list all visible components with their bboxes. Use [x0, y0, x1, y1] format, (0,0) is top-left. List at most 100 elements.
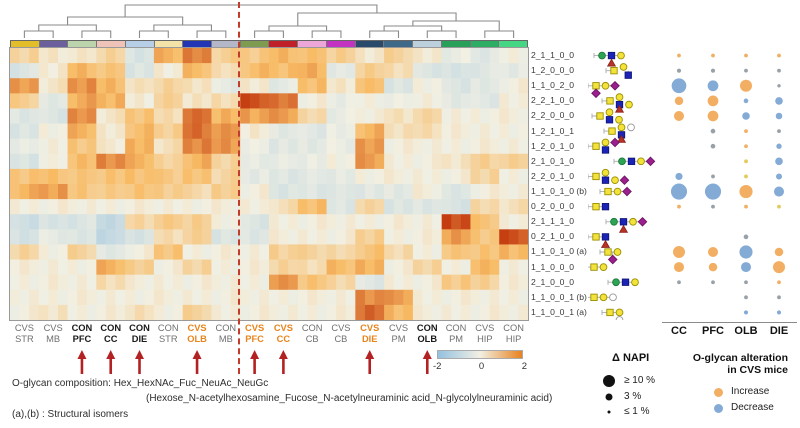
heatmap-cell	[115, 123, 126, 140]
heatmap-cell	[77, 93, 88, 109]
heatmap-cell	[182, 289, 193, 306]
glycan-rt-icon	[618, 224, 629, 233]
heatmap-cell	[19, 184, 30, 200]
heatmap-cell	[259, 93, 270, 109]
heatmap-cell	[393, 63, 404, 79]
dot-OLB-row8	[744, 159, 748, 164]
heatmap-cell	[288, 304, 299, 320]
heatmap-cell	[432, 244, 443, 260]
cluster-color-CON-DIE	[125, 41, 155, 47]
heatmap-cell	[307, 229, 318, 245]
heatmap-cell	[345, 108, 356, 124]
heatmap-cell	[269, 48, 279, 64]
heatmap-cell	[182, 274, 193, 291]
row-label-1_1_0_1_0_a_: 1_1_0_1_0 (a)	[531, 246, 587, 257]
row-label-1_2_0_1_0: 1_2_0_1_0	[531, 140, 575, 151]
heatmap-cell	[240, 259, 251, 276]
heatmap-cell	[19, 93, 30, 109]
heatmap-cell	[86, 199, 97, 215]
heatmap-cell	[364, 229, 375, 245]
heatmap-cell	[201, 123, 212, 140]
heatmap-cell	[86, 93, 97, 109]
heatmap-cell	[67, 304, 78, 320]
heatmap-cell	[173, 78, 184, 94]
heatmap-cell	[355, 259, 366, 276]
dot-PFC-row10	[704, 183, 722, 200]
heatmap-cell	[230, 199, 241, 215]
cluster-color-CVS-DIE	[355, 41, 385, 47]
heatmap-cell	[393, 259, 404, 276]
heatmap-cell	[508, 274, 519, 291]
heatmap-cell	[144, 259, 155, 276]
cluster-split-dashed-line	[238, 2, 240, 374]
heatmap-cell	[201, 168, 212, 185]
heatmap-cell	[163, 78, 174, 94]
heatmap-cell	[518, 63, 528, 79]
group-region: PFC	[72, 333, 92, 344]
heatmap-cell	[451, 78, 462, 94]
heatmap-cell	[259, 259, 270, 276]
glycan-pd-icon	[619, 175, 630, 186]
heatmap-cell	[470, 93, 481, 109]
heatmap-cell	[57, 123, 68, 140]
heatmap-cell	[48, 153, 59, 170]
heatmap-cell	[38, 93, 49, 109]
dot-CC-row1	[677, 53, 681, 58]
heatmap-cell	[57, 274, 68, 291]
heatmap-cell	[508, 153, 519, 170]
dot-col-header-CC: CC	[671, 325, 687, 337]
glycan-ys-icon	[592, 142, 600, 150]
heatmap-cell	[422, 108, 433, 124]
heatmap-cell	[163, 63, 174, 79]
glycan-oc-icon	[627, 123, 635, 132]
napi-label-medium: 3 %	[624, 391, 642, 402]
heatmap-cell	[518, 229, 528, 245]
heatmap-cell	[38, 184, 49, 200]
group-region: DIE	[131, 333, 148, 344]
heatmap-cell	[403, 214, 414, 230]
row-label-1_1_0_0_1_a_: 1_1_0_0_1 (a)	[531, 306, 587, 317]
heatmap-cell	[422, 168, 433, 185]
heatmap-cell	[480, 304, 491, 320]
heatmap-cell	[249, 304, 260, 320]
heatmap-cell	[278, 93, 289, 109]
heatmap-cell	[96, 274, 107, 291]
heatmap-cell	[518, 274, 528, 291]
heatmap-cell	[19, 168, 30, 185]
heatmap-cell	[307, 289, 318, 306]
heatmap-cell	[470, 78, 481, 94]
dot-PFC-row15	[708, 262, 718, 272]
group-region: MB	[218, 333, 233, 344]
highlight-arrow-head	[250, 350, 260, 359]
group-label-CON-HIP: CON HIP	[499, 323, 529, 344]
heatmap-cell	[230, 123, 241, 140]
heatmap-cell	[316, 123, 327, 140]
heatmap-cell	[57, 289, 68, 306]
heatmap-cell	[48, 108, 59, 124]
heatmap-cell	[221, 153, 232, 170]
heatmap-cell	[67, 168, 78, 185]
heatmap-cell	[163, 153, 174, 170]
heatmap-cell	[38, 48, 49, 64]
heatmap-cell	[10, 229, 20, 245]
heatmap-cell	[489, 138, 500, 155]
dot-DIE-row1	[777, 53, 781, 58]
row-label-2_1_1_0_0: 2_1_1_0_0	[531, 50, 575, 60]
heatmap-cell	[326, 274, 337, 291]
heatmap-cell	[29, 123, 40, 140]
napi-circle-large	[603, 375, 615, 387]
heatmap-cell	[96, 48, 107, 64]
heatmap-cell	[269, 229, 279, 245]
heatmap-cell	[470, 199, 481, 215]
heatmap-cell	[518, 93, 528, 109]
napi-label-small: ≤ 1 %	[624, 406, 650, 417]
group-label-CON-PM: CON PM	[441, 323, 471, 344]
group-region: PFC	[245, 333, 264, 344]
heatmap-cell	[297, 48, 308, 64]
heatmap-cell	[144, 229, 155, 245]
heatmap-cell	[480, 138, 491, 155]
glycan-bs-icon	[607, 51, 616, 60]
heatmap-cell	[518, 153, 528, 170]
highlight-arrow-head	[135, 350, 144, 359]
heatmap-cell	[508, 304, 519, 320]
